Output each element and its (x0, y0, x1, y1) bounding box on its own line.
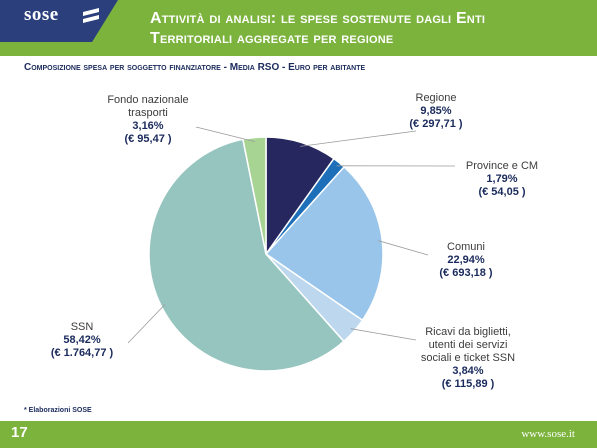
leader-lines (127, 126, 456, 344)
slice-label-5: Fondo nazionale trasporti 3,16% (€ 95,47 ) (107, 94, 188, 145)
page-title: Attività di analisi: le spese sostenute … (150, 9, 580, 49)
leader-line-4 (127, 304, 166, 344)
leader-line-2 (378, 240, 429, 256)
slice-label-3: Ricavi da biglietti, utenti dei servizi so… (421, 326, 515, 390)
footnote: * Elaborazioni SOSE (24, 407, 92, 414)
logo: sose (24, 4, 59, 25)
slice-label-4: SSN 58,42% (€ 1.764,77 ) (51, 321, 114, 359)
logo-mark-icon (83, 8, 99, 23)
website-link[interactable]: www.sose.it (521, 428, 575, 440)
logo-flag: sose (0, 0, 118, 42)
chart-subtitle: Composizione spesa per soggetto finanzia… (24, 62, 366, 73)
leader-line-3 (350, 328, 417, 341)
footer-bar: 17 www.sose.it (0, 421, 597, 448)
title-line-2: Territoriali aggregate per regione (150, 30, 394, 47)
pie-slice-2 (264, 165, 384, 322)
slice-label-0: Regione 9,85% (€ 297,71 ) (409, 92, 463, 130)
header-bar: sose Attività di analisi: le spese soste… (0, 0, 597, 56)
slice-labels: Regione 9,85% (€ 297,71 )Province e CM 1,79… (51, 92, 538, 390)
pie-chart: Regione 9,85% (€ 297,71 )Province e CM 1,79… (51, 92, 538, 390)
pie-slice-5 (242, 136, 267, 255)
slice-label-1: Province e CM 1,79% (€ 54,05 ) (466, 160, 538, 198)
slice-label-2: Comuni 22,94% (€ 693,18 ) (439, 241, 493, 279)
page-number: 17 (11, 424, 28, 441)
leader-line-5 (195, 126, 255, 142)
pie-slices (148, 136, 384, 372)
leader-line-0 (300, 130, 417, 147)
pie-slice-4 (148, 138, 345, 372)
title-line-1: Attività di analisi: le spese sostenute … (150, 10, 486, 27)
pie-slice-0 (265, 136, 335, 257)
